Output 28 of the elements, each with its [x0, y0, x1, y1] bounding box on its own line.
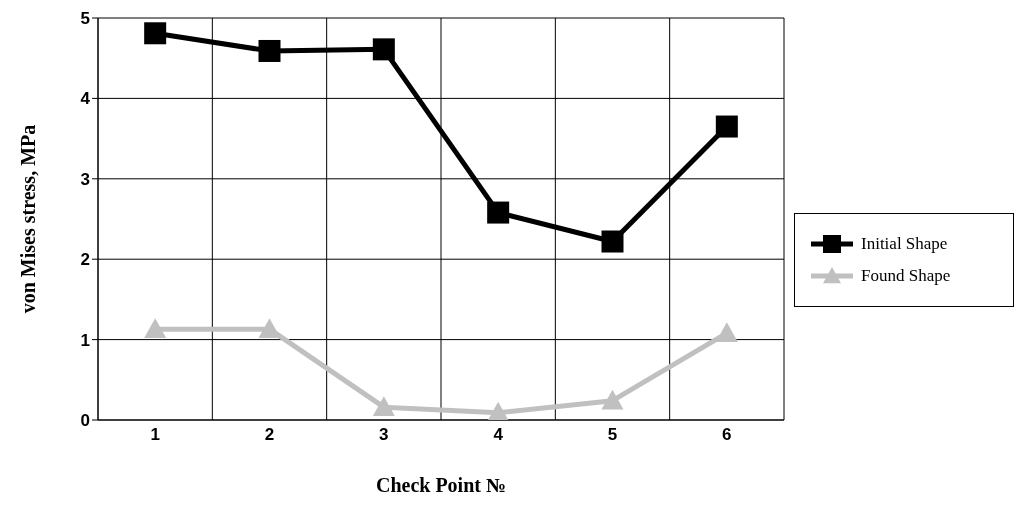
point: [372, 38, 395, 61]
y-tick-label: 2: [80, 250, 90, 270]
point: [258, 318, 281, 338]
point: [258, 39, 281, 62]
y-tick-label: 1: [80, 330, 90, 350]
y-tick-label: 4: [80, 89, 91, 109]
x-tick-label: 4: [493, 425, 504, 445]
point: [487, 201, 510, 224]
legend-label: Initial Shape: [861, 234, 948, 254]
y-tick-label: 3: [80, 169, 90, 189]
x-tick-label: 5: [607, 425, 618, 445]
point: [372, 396, 395, 416]
y-tick-label: 5: [80, 9, 90, 29]
point: [144, 318, 167, 338]
point: [601, 389, 624, 410]
x-tick-label: 6: [722, 425, 732, 445]
legend-label: Found Shape: [861, 266, 951, 286]
y-tick-label: 0: [80, 411, 90, 431]
point: [144, 22, 167, 45]
point: [487, 401, 510, 420]
x-axis-title: Check Point №: [375, 474, 507, 496]
x-tick-label: 3: [379, 425, 389, 445]
x-tick-label: 1: [150, 425, 160, 445]
x-tick-label: 2: [264, 425, 275, 445]
point: [601, 230, 624, 253]
point: [715, 115, 738, 138]
y-axis-title: von Mises stress, MPa: [17, 124, 40, 314]
point: [715, 322, 738, 342]
